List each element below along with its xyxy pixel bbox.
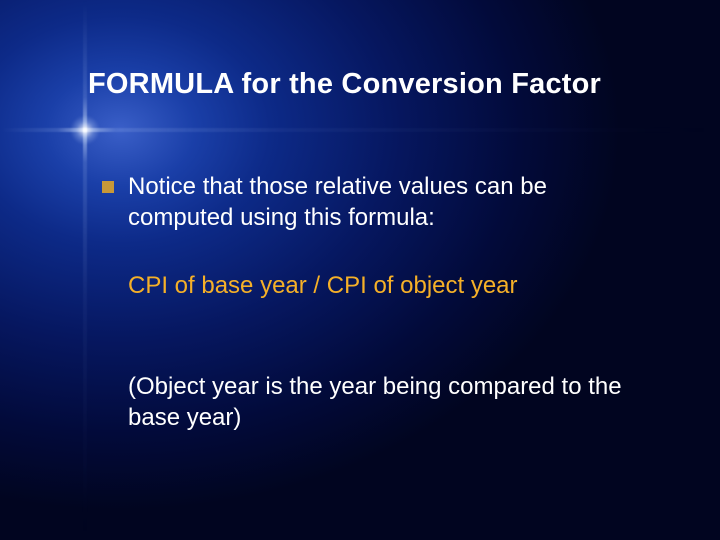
note-text: (Object year is the year being compared … bbox=[128, 372, 650, 433]
lens-flare-core bbox=[70, 115, 100, 145]
slide-title: FORMULA for the Conversion Factor bbox=[88, 68, 601, 101]
slide: FORMULA for the Conversion Factor Notice… bbox=[0, 0, 720, 540]
square-bullet-icon bbox=[102, 181, 114, 193]
bullet-item: Notice that those relative values can be… bbox=[102, 172, 650, 233]
bullet-text: Notice that those relative values can be… bbox=[128, 172, 650, 233]
formula-text: CPI of base year / CPI of object year bbox=[128, 271, 650, 302]
slide-body: Notice that those relative values can be… bbox=[102, 172, 650, 434]
lens-flare-cross bbox=[85, 130, 86, 131]
